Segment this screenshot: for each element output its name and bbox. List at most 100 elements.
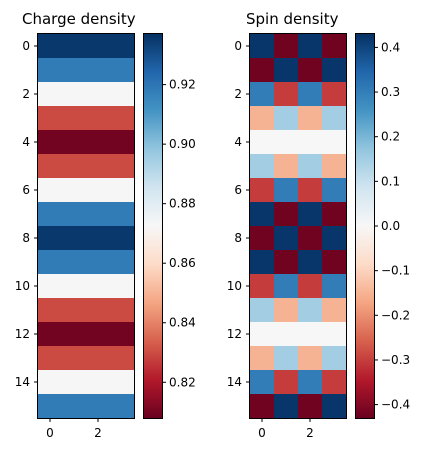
- y-tick-label: 6: [234, 183, 242, 197]
- heatmap-cell: [298, 34, 323, 59]
- colorbar-tick-label: 0.3: [381, 85, 400, 99]
- heatmap-cell: [62, 34, 87, 59]
- heatmap-cell: [274, 130, 299, 155]
- y-tick-label: 12: [227, 327, 242, 341]
- heatmap-cell: [322, 370, 347, 395]
- heatmap-cell: [110, 34, 135, 59]
- heatmap-cell: [110, 298, 135, 323]
- heatmap-cell: [298, 322, 323, 347]
- heatmap-cell: [110, 202, 135, 227]
- heatmap-cell: [62, 298, 87, 323]
- heatmap-cell: [86, 322, 111, 347]
- heatmap-cell: [322, 202, 347, 227]
- heatmap-cell: [322, 298, 347, 323]
- x-tick-label: 0: [258, 426, 266, 440]
- heatmap-cell: [110, 370, 135, 395]
- heatmap-cell: [298, 178, 323, 203]
- heatmap-cell: [86, 298, 111, 323]
- heatmap-cell: [274, 322, 299, 347]
- heatmap-cell: [110, 394, 135, 419]
- heatmap-cell: [322, 178, 347, 203]
- heatmap-cell: [298, 346, 323, 371]
- colorbar-tick-label: −0.1: [381, 264, 410, 278]
- heatmap-cell: [274, 82, 299, 107]
- heatmap-cell: [274, 58, 299, 83]
- colorbar-tick-label: 0.0: [381, 219, 400, 233]
- heatmap-cell: [86, 226, 111, 251]
- heatmap-cell: [86, 346, 111, 371]
- y-tick-label: 8: [234, 231, 242, 245]
- heatmap-cell: [274, 202, 299, 227]
- heatmap-cell: [250, 202, 275, 227]
- heatmap-cell: [62, 82, 87, 107]
- heatmap-cell: [62, 226, 87, 251]
- heatmap-cell: [298, 250, 323, 275]
- heatmap-cell: [322, 82, 347, 107]
- heatmap-cell: [38, 106, 63, 131]
- heatmap-cell: [274, 226, 299, 251]
- heatmap-cell: [298, 202, 323, 227]
- heatmap-cell: [250, 226, 275, 251]
- heatmap-cell: [62, 394, 87, 419]
- heatmap-cell: [38, 178, 63, 203]
- heatmap-cell: [86, 394, 111, 419]
- heatmap-cell: [322, 394, 347, 419]
- heatmap-cell: [62, 250, 87, 275]
- heatmap-cell: [38, 226, 63, 251]
- heatmap-cell: [86, 178, 111, 203]
- colorbar-tick-label: 0.4: [381, 40, 400, 54]
- heatmap-cell: [62, 178, 87, 203]
- y-tick-label: 2: [22, 87, 30, 101]
- y-tick-label: 4: [234, 135, 242, 149]
- chart-title: Spin density: [246, 10, 339, 28]
- heatmap-cell: [38, 274, 63, 299]
- heatmap-cell: [38, 322, 63, 347]
- heatmap-cell: [250, 394, 275, 419]
- y-tick-label: 14: [15, 375, 30, 389]
- colorbar-gradient: [143, 33, 162, 419]
- heatmap-cell: [298, 226, 323, 251]
- heatmap-cell: [322, 130, 347, 155]
- heatmap-cell: [274, 346, 299, 371]
- heatmap-cell: [298, 58, 323, 83]
- heatmap-cell: [110, 178, 135, 203]
- heatmap-cell: [110, 226, 135, 251]
- heatmap-cell: [38, 154, 63, 179]
- heatmap-cell: [250, 154, 275, 179]
- x-tick-label: 2: [306, 426, 314, 440]
- heatmap-cell: [250, 82, 275, 107]
- colorbar-tick-label: 0.84: [169, 316, 196, 330]
- heatmap-frame: [249, 33, 347, 419]
- heatmap-cell: [274, 34, 299, 59]
- heatmap-cell: [250, 58, 275, 83]
- y-tick-label: 2: [234, 87, 242, 101]
- heatmap-cell: [110, 274, 135, 299]
- heatmap-cell: [322, 34, 347, 59]
- heatmap-cell: [274, 298, 299, 323]
- heatmap-cell: [322, 106, 347, 131]
- heatmap-cell: [86, 82, 111, 107]
- heatmap-cell: [86, 58, 111, 83]
- y-tick-label: 8: [22, 231, 30, 245]
- heatmap-cell: [250, 370, 275, 395]
- heatmap-cell: [86, 202, 111, 227]
- heatmap-cell: [322, 274, 347, 299]
- heatmap-cell: [62, 58, 87, 83]
- heatmap-cell: [298, 274, 323, 299]
- heatmap-cell: [110, 82, 135, 107]
- heatmap-cell: [322, 346, 347, 371]
- heatmap-cell: [110, 130, 135, 155]
- heatmap-cell: [274, 370, 299, 395]
- y-tick-label: 0: [22, 39, 30, 53]
- heatmap-cell: [322, 226, 347, 251]
- heatmap-cell: [250, 250, 275, 275]
- heatmap-cell: [322, 154, 347, 179]
- heatmap-cell: [322, 250, 347, 275]
- y-tick-label: 0: [234, 39, 242, 53]
- heatmap-cell: [62, 346, 87, 371]
- heatmap-cell: [86, 154, 111, 179]
- colorbar-tick-label: 0.88: [169, 197, 196, 211]
- colorbar-tick-label: −0.4: [381, 398, 410, 412]
- heatmap-cell: [250, 346, 275, 371]
